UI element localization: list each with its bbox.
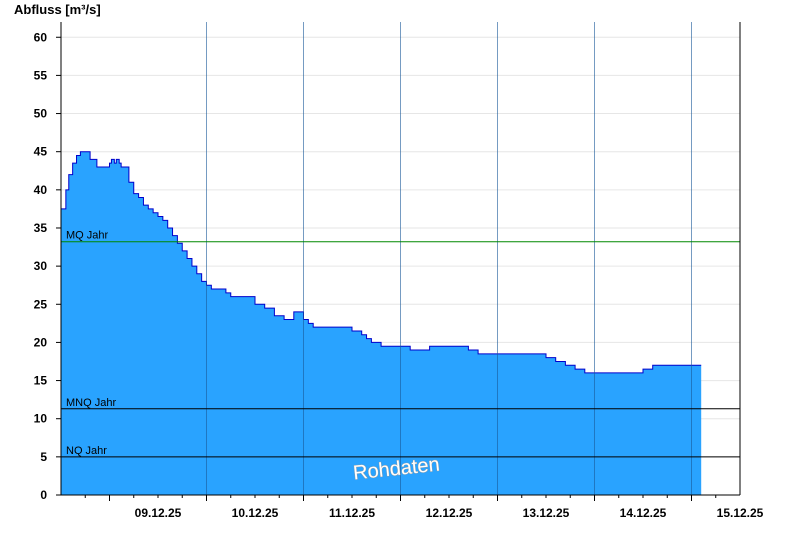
y-tick-label: 35 bbox=[34, 221, 48, 235]
y-tick-label: 50 bbox=[34, 107, 48, 121]
reference-label: NQ Jahr bbox=[66, 445, 107, 457]
x-tick-label: 13.12.25 bbox=[523, 506, 570, 520]
reference-label: MNQ Jahr bbox=[66, 397, 116, 409]
discharge-area-fill bbox=[61, 151, 702, 495]
day-separators bbox=[206, 22, 692, 495]
reference-label: MQ Jahr bbox=[66, 230, 109, 242]
y-tick-label: 25 bbox=[34, 297, 48, 311]
reference-lines: MQ Jahr MNQ Jahr NQ Jahr bbox=[61, 230, 740, 458]
y-tick-label: 10 bbox=[34, 412, 48, 426]
y-tick-label: 5 bbox=[40, 450, 47, 464]
y-axis-label: Abfluss [m³/s] bbox=[14, 2, 101, 17]
y-tick-label: 60 bbox=[34, 30, 48, 44]
x-tick-label: 09.12.25 bbox=[135, 506, 182, 520]
x-ticks: 09.12.25 10.12.25 11.12.25 12.12.25 13.12.25… bbox=[84, 495, 764, 520]
y-tick-label: 55 bbox=[34, 68, 48, 82]
x-tick-label: 11.12.25 bbox=[329, 506, 375, 520]
x-tick-label: 15.12.25 bbox=[717, 506, 764, 520]
discharge-area-line bbox=[61, 151, 702, 374]
y-tick-label: 45 bbox=[34, 145, 48, 159]
y-tick-label: 30 bbox=[34, 259, 48, 273]
y-ticks: 0 5 10 15 20 25 30 35 40 45 50 55 60 bbox=[34, 30, 61, 502]
y-tick-label: 0 bbox=[40, 488, 47, 502]
y-tick-label: 15 bbox=[34, 374, 48, 388]
discharge-area bbox=[61, 151, 702, 495]
y-tick-label: 40 bbox=[34, 183, 48, 197]
x-tick-label: 14.12.25 bbox=[620, 506, 667, 520]
x-tick-label: 10.12.25 bbox=[232, 506, 279, 520]
y-tick-label: 20 bbox=[34, 335, 48, 349]
x-tick-label: 12.12.25 bbox=[426, 506, 473, 520]
